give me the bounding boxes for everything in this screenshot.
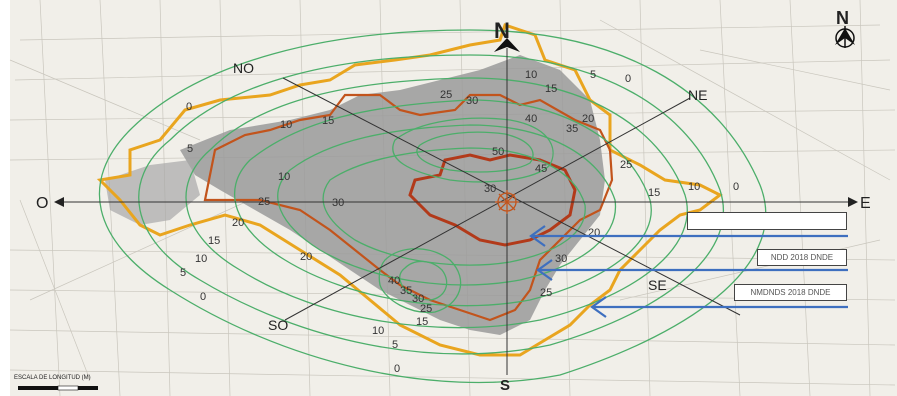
compass-label-northwest: NO <box>233 60 254 76</box>
contour-label: 5 <box>590 69 596 81</box>
pointer-arrows <box>529 225 848 318</box>
legend-label: NMDNDS 2018 DNDE <box>750 288 831 297</box>
contour-label: 15 <box>322 115 334 127</box>
contour-label: 40 <box>388 275 400 287</box>
center-marker <box>495 190 519 214</box>
legend-label: NDD 2018 DNDE <box>770 253 834 262</box>
compass-label-east: E <box>860 195 871 212</box>
contour-label: 25 <box>620 159 632 171</box>
contour-value-labels: 0 5 10 15 25 30 10 15 5 0 40 35 50 45 30… <box>180 69 739 375</box>
compass-label-northeast: NE <box>688 87 707 103</box>
north-arrow-icon <box>835 26 855 48</box>
contour-label: 45 <box>535 163 547 175</box>
contour-label: 20 <box>588 227 600 239</box>
contour-label: 30 <box>484 183 496 195</box>
inner-zone <box>203 93 614 322</box>
contour-label: 30 <box>412 293 424 305</box>
compass-label-south: S <box>500 377 510 394</box>
contour-label: 0 <box>186 101 192 113</box>
contour-label: 10 <box>280 119 292 131</box>
contour-label: 10 <box>688 181 700 193</box>
legend-box-limit: NMDNDS 2018 DNDE <box>734 284 847 301</box>
contour-label: 15 <box>545 83 557 95</box>
contour-label: 40 <box>525 113 537 125</box>
contour-label: 10 <box>278 171 290 183</box>
contour-label: 20 <box>300 251 312 263</box>
contour-label: 20 <box>232 217 244 229</box>
contour-label: 5 <box>180 267 186 279</box>
contour-label: 30 <box>332 197 344 209</box>
contour-label: 35 <box>400 285 412 297</box>
contour-lines <box>98 29 767 384</box>
scale-bar <box>18 385 98 391</box>
compass-label-west: O <box>36 195 48 212</box>
contour-label: 25 <box>440 89 452 101</box>
contour-label: 15 <box>208 235 220 247</box>
compass-label-southwest: SO <box>268 317 288 333</box>
contour-label: 20 <box>582 113 594 125</box>
contour-label: 0 <box>625 73 631 85</box>
contour-label: 15 <box>648 187 660 199</box>
contour-label: 25 <box>420 303 432 315</box>
compass-label-north: N <box>494 18 510 43</box>
contour-label: 10 <box>372 325 384 337</box>
contour-label: 25 <box>258 196 270 208</box>
contour-label: 0 <box>200 291 206 303</box>
contour-label: 10 <box>525 69 537 81</box>
north-pointer-icon <box>494 38 520 52</box>
contour-label: 0 <box>394 363 400 375</box>
contour-label: 35 <box>566 123 578 135</box>
contour-label: 0 <box>733 181 739 193</box>
contour-label: 30 <box>466 95 478 107</box>
compass-label-southeast: SE <box>648 277 667 293</box>
contour-label: 10 <box>195 253 207 265</box>
contour-label: 30 <box>555 253 567 265</box>
contour-label: 15 <box>416 316 428 328</box>
city-limit-outer <box>96 23 723 357</box>
contour-label: 5 <box>392 339 398 351</box>
north-arrow-label: N <box>836 8 849 28</box>
contour-label: 25 <box>540 287 552 299</box>
compass-axes <box>55 48 848 375</box>
contour-label: 5 <box>187 143 193 155</box>
legend-box-zone: NDD 2018 DNDE <box>757 249 847 266</box>
scale-label: ESCALA DE LONGITUD (M) <box>14 375 91 381</box>
east-arrowhead <box>848 197 858 207</box>
west-arrowhead <box>54 197 64 207</box>
legend-box-core <box>687 212 847 230</box>
contour-label: 50 <box>492 146 504 158</box>
